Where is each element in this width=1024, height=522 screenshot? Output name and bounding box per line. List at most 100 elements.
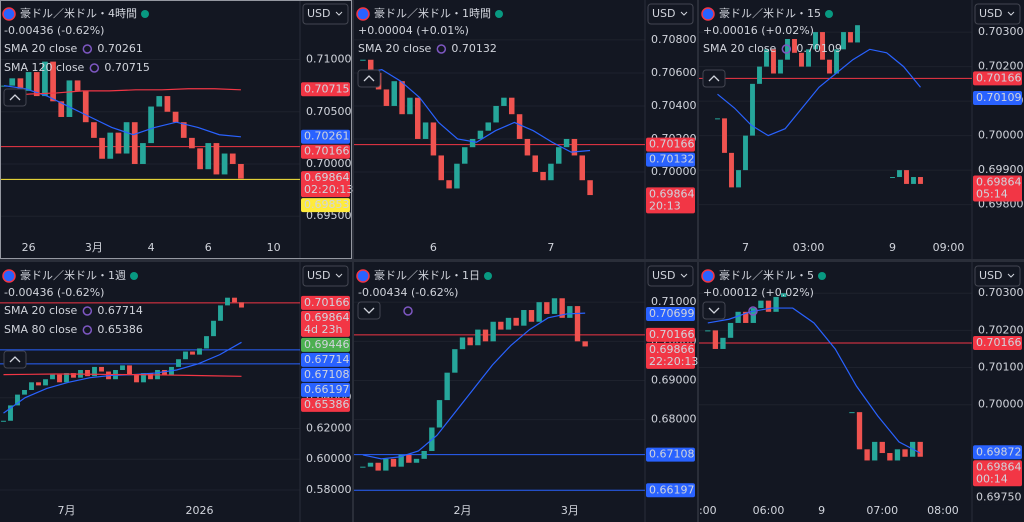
currency-chevron (1007, 11, 1015, 16)
candle (834, 49, 839, 74)
price-tag-label: 0.67714 (304, 353, 350, 366)
x-tick-label: 9 (818, 504, 825, 517)
candle (29, 382, 34, 390)
x-tick-label: 08:00 (927, 504, 959, 517)
x-tick-label: 3月 (85, 241, 103, 254)
candle (64, 373, 69, 383)
candle (454, 163, 460, 189)
candle (148, 373, 153, 380)
candle (438, 155, 444, 181)
price-change: +0.00016 (+0.02%) (703, 24, 814, 37)
legend-toggle[interactable] (702, 69, 726, 88)
candle (221, 153, 228, 175)
currency-button[interactable] (974, 3, 1021, 25)
candle (107, 132, 114, 159)
candle (864, 449, 870, 461)
chart-panel[interactable]: 0.710000.700000.690000.680002月3月0.706990… (354, 262, 698, 522)
candle (36, 382, 41, 386)
candle (735, 311, 741, 323)
price-tag-label: 0.70132 (649, 153, 695, 166)
indicator-value: 0.70715 (104, 61, 150, 74)
indicator-icon (82, 325, 93, 335)
panel-background (699, 0, 1024, 259)
chart-panel[interactable]: 0.70300 0.70200 0.70100 0.70000:00 06:00 9 07:… (699, 262, 1024, 522)
indicator-name: SMA 20 close (358, 42, 432, 55)
price-change: -0.00436 (-0.62%) (4, 286, 104, 299)
candle (551, 298, 558, 314)
currency-button[interactable] (647, 265, 694, 287)
price-tag (646, 483, 695, 498)
indicator-icon (89, 63, 100, 73)
legend-toggle[interactable] (357, 69, 381, 88)
currency-button[interactable] (302, 265, 349, 287)
candle (238, 163, 244, 179)
panel-background (0, 0, 352, 259)
price-tag-label: 0.69750 (976, 491, 1022, 504)
price-tag-label: 0.70109 (976, 91, 1022, 104)
candle (904, 170, 909, 184)
candle (715, 118, 720, 120)
candle (571, 138, 578, 156)
candle (750, 83, 755, 136)
chart-panel[interactable]: 0.71000 0.70500 0.70000 0.69500 26 3月 4 6 10 0.70… (0, 0, 353, 259)
price-tag-label: 0.70166 (304, 145, 350, 158)
currency-label: USD (307, 269, 331, 282)
price-tag-time: 22:20:13 (649, 355, 698, 368)
price-tag-label: 0.70699 (649, 307, 695, 320)
candle (190, 351, 195, 355)
legend-toggle-icon (363, 307, 375, 314)
legend-toggle[interactable] (3, 350, 27, 369)
symbol-title: 豪ドル／米ドル・1時間 (374, 6, 491, 20)
currency-button[interactable] (647, 3, 694, 25)
selection-border (0, 0, 352, 259)
y-tick-label: 0.62000 (306, 421, 352, 434)
y-tick-label: 0.58000 (306, 483, 352, 496)
price-tag (301, 367, 350, 382)
candle (544, 302, 550, 314)
candle (204, 336, 209, 349)
price-tag (646, 187, 695, 214)
candle (383, 458, 389, 471)
candle (524, 138, 531, 156)
price-tag-label: 0.70261 (304, 130, 350, 143)
indicator-name: SMA 20 close (4, 42, 78, 55)
candle (446, 180, 452, 189)
price-tag (973, 336, 1022, 351)
chart-panel[interactable]: 0.708000.706000.704000.702000.70000670.7… (354, 0, 697, 259)
y-tick-label: 0.68000 (651, 413, 697, 426)
price-tag-label: 0.70715 (304, 82, 350, 95)
candle (50, 61, 56, 102)
sma-line (4, 88, 241, 97)
candle (391, 81, 397, 106)
indicator-icon (781, 44, 792, 54)
candle (467, 337, 473, 346)
candle (156, 96, 163, 107)
currency-button[interactable] (974, 265, 1021, 287)
indicator-value: 0.70261 (97, 42, 143, 55)
candle (705, 330, 711, 332)
price-tag (646, 327, 695, 342)
indicator-name: SMA 120 close (4, 61, 85, 74)
candle (120, 365, 125, 370)
legend-toggle[interactable] (702, 301, 726, 320)
y-tick-label: 0.70000 (306, 157, 352, 170)
candle (436, 400, 443, 428)
currency-button[interactable] (302, 3, 349, 25)
legend-toggle[interactable] (357, 301, 381, 320)
candle (567, 306, 573, 318)
candle (172, 111, 179, 123)
candle (764, 49, 769, 67)
price-tag (973, 71, 1022, 86)
chart-panel[interactable]: 0.703000.702000.701000.700000.699000.698… (699, 0, 1024, 259)
y-tick-label: 0.70300 (978, 25, 1024, 38)
indicator-icon (82, 306, 93, 316)
candle (176, 359, 181, 367)
indicator-icon (82, 44, 93, 54)
candle (390, 458, 397, 467)
x-tick-label: 9 (889, 241, 896, 254)
candle (205, 143, 212, 170)
indicator-value: 0.70132 (451, 42, 497, 55)
y-tick-label: 0.70800 (651, 33, 697, 46)
legend-toggle[interactable] (3, 88, 27, 107)
